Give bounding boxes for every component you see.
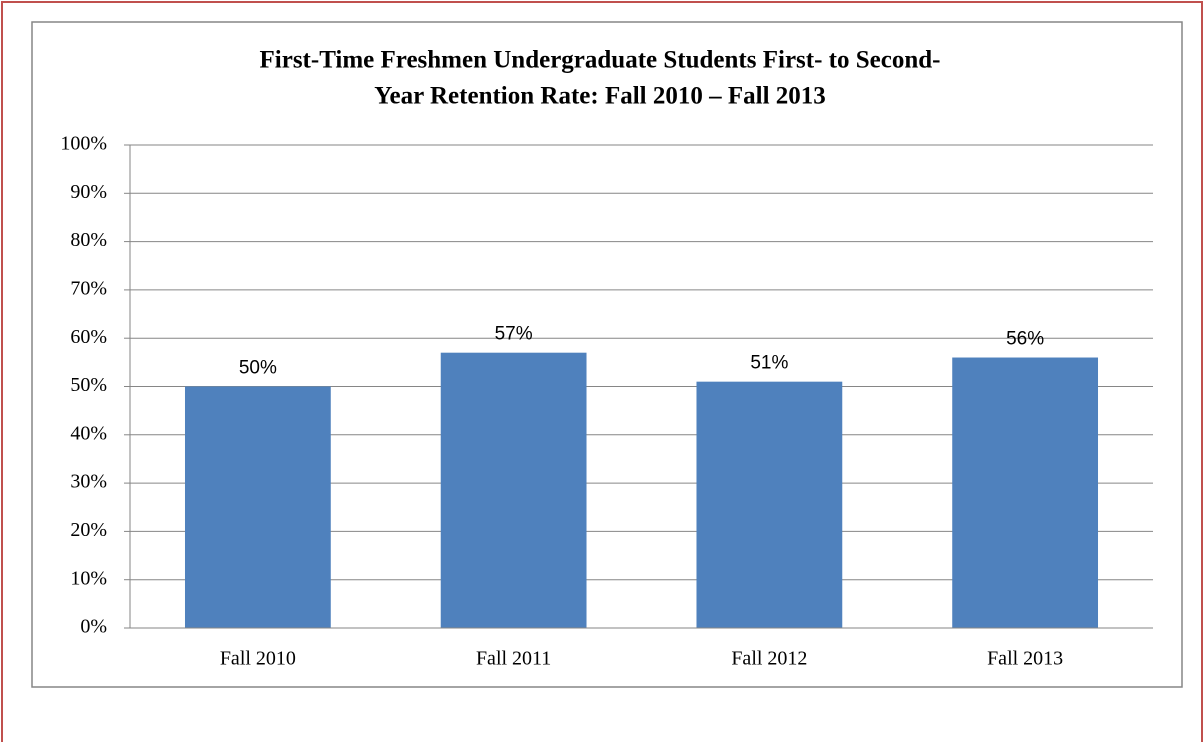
- y-tick-label: 20%: [70, 519, 107, 541]
- y-tick-label: 100%: [60, 133, 107, 155]
- bar: [696, 381, 843, 628]
- chart-title: First-Time Freshmen Undergraduate Studen…: [260, 47, 941, 74]
- x-tick-label: Fall 2010: [220, 648, 296, 670]
- y-tick-label: 0%: [80, 616, 107, 638]
- chart-title: Year Retention Rate: Fall 2010 – Fall 20…: [374, 83, 826, 110]
- y-tick-label: 10%: [70, 567, 107, 589]
- bar: [952, 357, 1099, 628]
- bar: [184, 386, 331, 628]
- y-tick-label: 50%: [70, 374, 107, 396]
- y-tick-label: 60%: [70, 326, 107, 348]
- data-label: 56%: [1006, 329, 1044, 350]
- x-tick-label: Fall 2013: [987, 648, 1063, 670]
- x-tick-label: Fall 2012: [731, 648, 807, 670]
- y-tick-label: 30%: [70, 471, 107, 493]
- y-tick-label: 80%: [70, 229, 107, 251]
- data-label: 51%: [750, 353, 788, 374]
- data-label: 57%: [495, 324, 533, 345]
- y-tick-label: 40%: [70, 422, 107, 444]
- y-tick-label: 70%: [70, 277, 107, 299]
- x-tick-label: Fall 2011: [476, 648, 551, 670]
- y-tick-label: 90%: [70, 181, 107, 203]
- data-label: 50%: [239, 358, 277, 379]
- bar: [440, 352, 587, 628]
